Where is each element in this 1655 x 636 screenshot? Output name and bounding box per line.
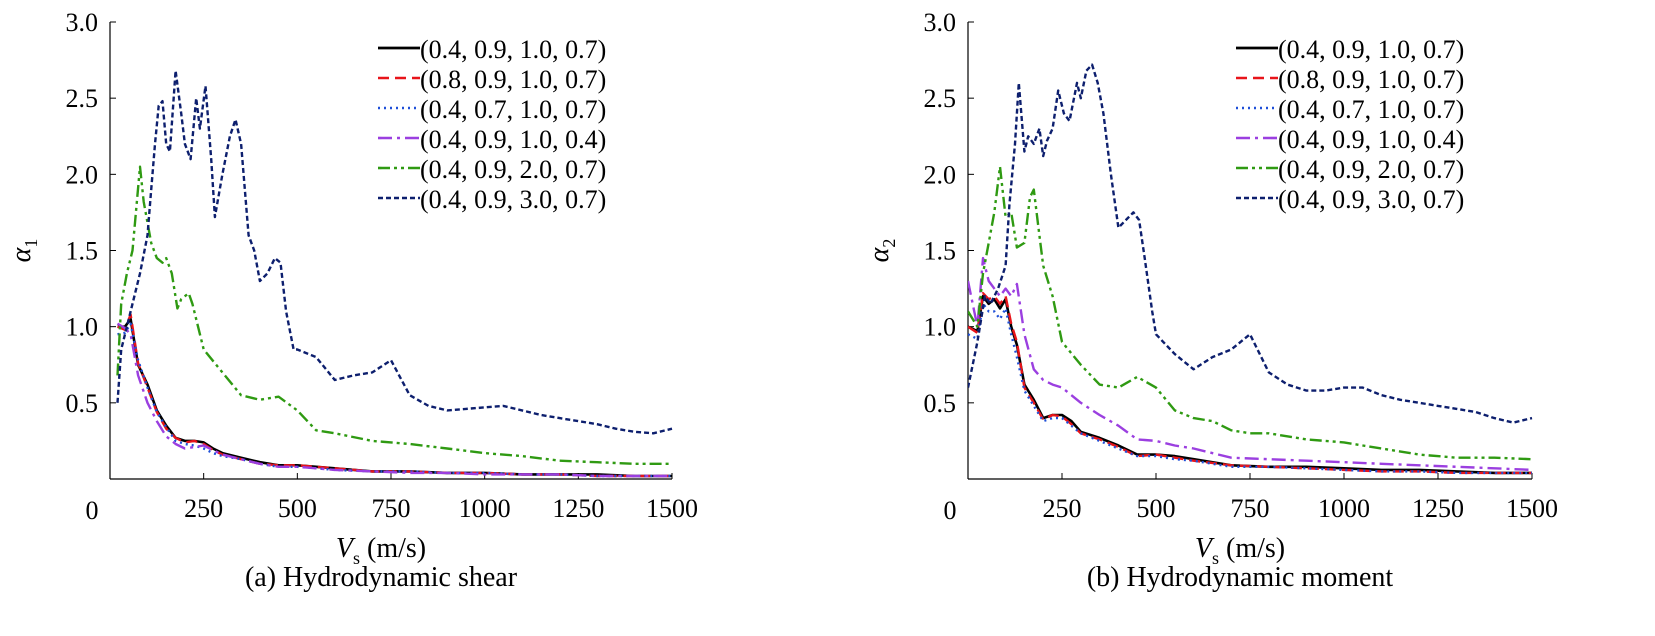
- y-tick-label: 1.0: [66, 313, 99, 342]
- y-tick-label: 1.5: [66, 237, 99, 266]
- legend-label: (0.4, 0.9, 2.0, 0.7): [420, 155, 606, 184]
- series-line-6: [116, 69, 673, 435]
- panel-hydrodynamic-moment: 0.5 1.0 1.5 2.0 2.5 3.0 250 500 750 1000 1250 1500 0…: [864, 8, 1558, 593]
- x-tick-label: 1250: [1412, 494, 1464, 523]
- x-tick-label: 250: [1043, 494, 1082, 523]
- series-group: [968, 63, 1533, 475]
- series-line-4: [968, 256, 1533, 472]
- panel-hydrodynamic-shear: 0.5 1.0 1.5 2.0 2.5 3.0 250 500 750 1000 1250 1500 0…: [6, 8, 698, 593]
- legend-label: (0.4, 0.9, 1.0, 0.7): [1278, 35, 1464, 64]
- legend-label: (0.4, 0.9, 1.0, 0.4): [420, 125, 606, 154]
- series-line-4: [116, 322, 672, 478]
- origin-label: 0: [944, 496, 957, 525]
- series-group: [116, 69, 673, 478]
- x-tick-label: 1500: [646, 494, 698, 523]
- legend: (0.4, 0.9, 1.0, 0.7)(0.8, 0.9, 1.0, 0.7)…: [378, 35, 606, 214]
- legend-label: (0.4, 0.9, 1.0, 0.7): [420, 35, 606, 64]
- y-tick-label: 3.0: [924, 8, 957, 37]
- panel-caption: (b) Hydrodynamic moment: [1087, 562, 1394, 593]
- series-line-5: [116, 165, 672, 465]
- x-tick-label: 500: [278, 494, 317, 523]
- legend-label: (0.8, 0.9, 1.0, 0.7): [1278, 65, 1464, 94]
- y-tick-label: 2.5: [66, 84, 99, 113]
- legend-label: (0.4, 0.9, 3.0, 0.7): [420, 185, 606, 214]
- y-axis-label: α2: [864, 239, 899, 263]
- x-tick-label: 1000: [459, 494, 511, 523]
- y-tick-label: 3.0: [66, 8, 99, 37]
- x-tick-label: 1000: [1318, 494, 1370, 523]
- legend-label: (0.4, 0.9, 2.0, 0.7): [1278, 155, 1464, 184]
- x-tick-label: 1250: [552, 494, 604, 523]
- legend-label: (0.4, 0.9, 3.0, 0.7): [1278, 185, 1464, 214]
- legend-label: (0.4, 0.7, 1.0, 0.7): [1278, 95, 1464, 124]
- x-tick-label: 750: [1231, 494, 1270, 523]
- y-tick-label: 0.5: [66, 389, 99, 418]
- series-line-1: [117, 317, 672, 478]
- legend-label: (0.4, 0.7, 1.0, 0.7): [420, 95, 606, 124]
- y-axis-label: α1: [6, 239, 41, 263]
- series-line-2: [968, 292, 1532, 475]
- legend-label: (0.8, 0.9, 1.0, 0.7): [420, 65, 606, 94]
- x-tick-label: 250: [184, 494, 223, 523]
- x-tick-label: 500: [1137, 494, 1176, 523]
- y-tick-label: 1.5: [924, 237, 957, 266]
- x-tick-label: 1500: [1506, 494, 1558, 523]
- y-tick-label: 2.5: [924, 84, 957, 113]
- y-tick-label: 2.0: [924, 160, 957, 189]
- legend-label: (0.4, 0.9, 1.0, 0.4): [1278, 125, 1464, 154]
- series-line-3: [968, 302, 1532, 475]
- x-tick-label: 750: [372, 494, 411, 523]
- y-tick-label: 0.5: [924, 389, 957, 418]
- legend: (0.4, 0.9, 1.0, 0.7)(0.8, 0.9, 1.0, 0.7)…: [1236, 35, 1464, 214]
- series-line-2: [117, 313, 672, 478]
- x-axis-label: Vs (m/s): [1195, 533, 1285, 568]
- y-tick-label: 2.0: [66, 160, 99, 189]
- series-line-3: [117, 322, 672, 478]
- y-tick-label: 1.0: [924, 313, 957, 342]
- series-line-6: [968, 63, 1533, 424]
- x-axis-label: Vs (m/s): [336, 533, 426, 568]
- panel-caption: (a) Hydrodynamic shear: [245, 562, 518, 593]
- series-line-5: [968, 165, 1533, 461]
- origin-label: 0: [86, 496, 99, 525]
